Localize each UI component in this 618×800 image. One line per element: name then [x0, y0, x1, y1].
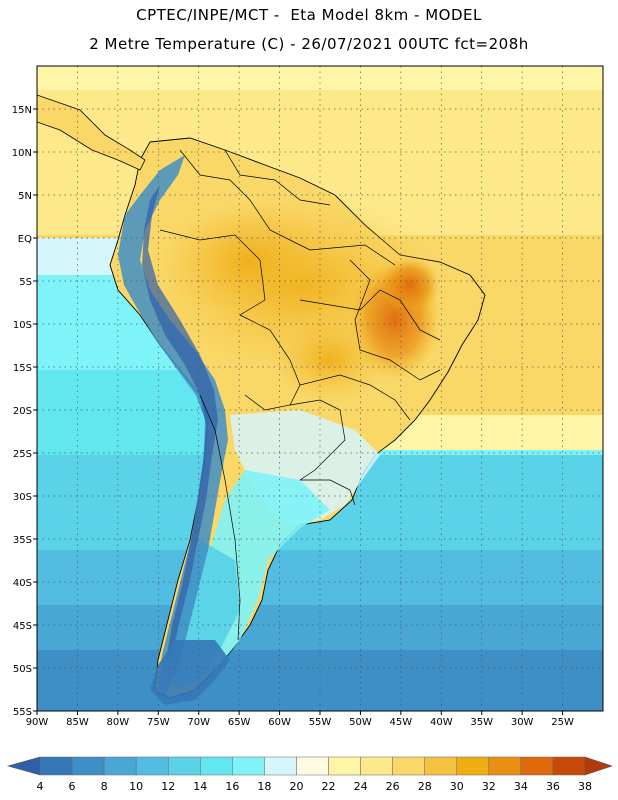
colorbar: 4 6 8 10 12 14 16 18 20 22 24 26 28 30 32 34 36 38 [6, 756, 613, 793]
colorbar-swatch [264, 756, 297, 776]
colorbar-label: 10 [129, 780, 143, 793]
lon-tick-label: 75W [147, 717, 170, 728]
lon-tick-label: 40W [430, 717, 453, 728]
axis-ticks: 90W 85W 80W 75W 70W 65W 60W 55W 50W 45W 40W 35W 30W 2… [12, 105, 574, 728]
lon-tick-label: 80W [107, 717, 130, 728]
colorbar-swatch [296, 756, 329, 776]
colorbar-swatch [488, 756, 522, 776]
lon-tick-label: 90W [26, 717, 49, 728]
lat-tick-label: 25S [13, 449, 32, 460]
colorbar-label: 38 [578, 780, 592, 793]
colorbar-swatch [135, 756, 169, 776]
lat-tick-label: 35S [13, 535, 32, 546]
colorbar-label: 16 [225, 780, 239, 793]
lon-tick-label: 30W [511, 717, 534, 728]
colorbar-swatch [232, 756, 265, 776]
colorbar-swatch [456, 756, 490, 776]
colorbar-swatch [167, 756, 201, 776]
colorbar-label: 36 [546, 780, 560, 793]
lon-tick-label: 60W [268, 717, 291, 728]
lon-tick-label: 70W [187, 717, 210, 728]
graticule [37, 66, 603, 711]
map-title-line1: CPTEC/INPE/MCT - Eta Model 8km - MODEL [136, 6, 482, 24]
colorbar-label: 34 [514, 780, 528, 793]
colorbar-label: 20 [289, 780, 303, 793]
colorbar-label: 14 [193, 780, 207, 793]
colorbar-label: 26 [386, 780, 400, 793]
colorbar-swatch [520, 756, 554, 776]
country-borders [159, 149, 441, 641]
colorbar-label: 8 [101, 780, 108, 793]
colorbar-swatch [71, 756, 105, 776]
lon-tick-label: 55W [309, 717, 332, 728]
colorbar-label: 18 [257, 780, 271, 793]
map-title-line2: 2 Metre Temperature (C) - 26/07/2021 00U… [89, 35, 529, 53]
lat-tick-label: 5N [18, 191, 32, 202]
colorbar-high-arrow [584, 756, 613, 776]
lon-tick-label: 35W [470, 717, 493, 728]
colorbar-swatch [103, 756, 137, 776]
colorbar-label: 22 [322, 780, 336, 793]
colorbar-swatch [552, 756, 586, 776]
lon-tick-label: 65W [228, 717, 251, 728]
lat-tick-label: 5S [19, 277, 32, 288]
lat-tick-label: 40S [13, 578, 32, 589]
lon-tick-label: 85W [66, 717, 89, 728]
colorbar-label: 6 [69, 780, 76, 793]
colorbar-label: 30 [450, 780, 464, 793]
lat-tick-label: 30S [13, 492, 32, 503]
lat-tick-label: EQ [18, 234, 32, 245]
colorbar-swatch [392, 756, 425, 776]
lat-tick-label: 50S [13, 664, 32, 675]
lat-tick-label: 15S [13, 363, 32, 374]
lat-tick-label: 45S [13, 621, 32, 632]
lat-tick-label: 55S [13, 707, 32, 718]
colorbar-label: 4 [37, 780, 44, 793]
colorbar-label: 32 [482, 780, 496, 793]
colorbar-label: 24 [354, 780, 368, 793]
colorbar-low-arrow [6, 756, 41, 776]
lon-tick-label: 50W [349, 717, 372, 728]
colorbar-swatch [39, 756, 73, 776]
colorbar-swatch [360, 756, 393, 776]
lat-tick-label: 10S [13, 320, 32, 331]
lat-tick-label: 10N [12, 148, 32, 159]
colorbar-label: 28 [418, 780, 432, 793]
lat-tick-label: 15N [12, 105, 32, 116]
colorbar-label: 12 [161, 780, 175, 793]
map-field [37, 66, 603, 711]
colorbar-swatch [424, 756, 458, 776]
lon-tick-label: 25W [551, 717, 574, 728]
lon-tick-label: 45W [390, 717, 413, 728]
colorbar-swatch [200, 756, 233, 776]
lat-tick-label: 20S [13, 406, 32, 417]
colorbar-swatch [328, 756, 361, 776]
